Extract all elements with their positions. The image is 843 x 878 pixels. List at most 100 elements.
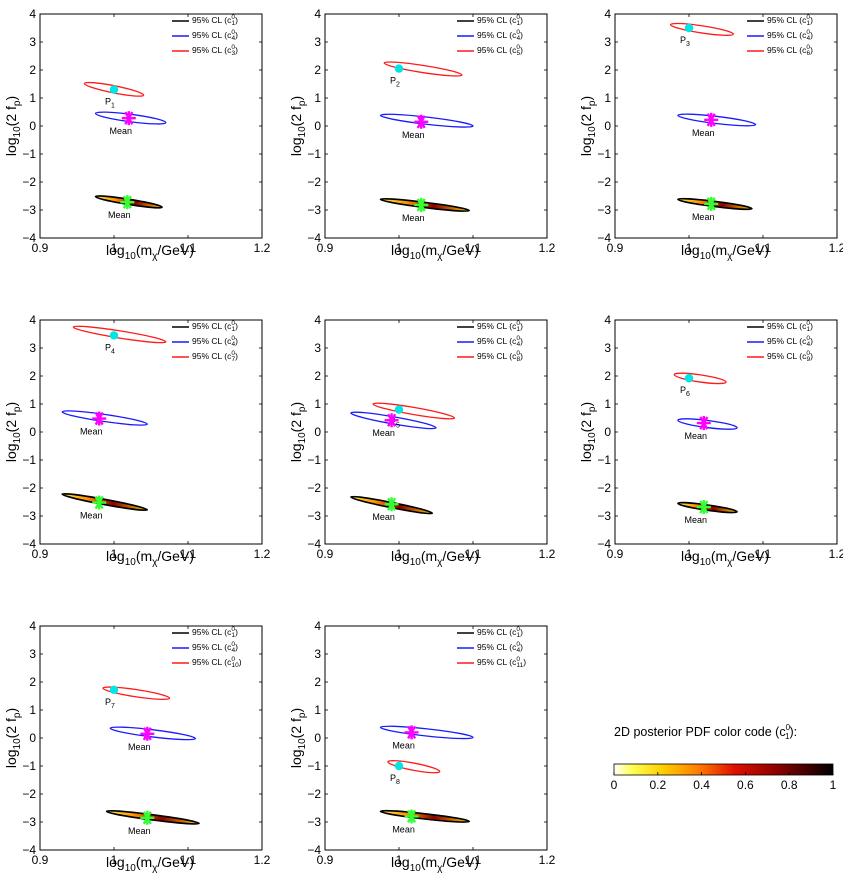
chart-panel: 0.9 1 1.1 1.2 −4 −3 −2 −1 0 1 2 3 4 log10(mχ/GeV) log1… [3,313,271,568]
y-tick-label: 3 [604,35,611,49]
chart-panel: 0.9 1 1.1 1.2 −4 −3 −2 −1 0 1 2 3 4 log10(mχ/GeV) log1… [3,7,271,262]
y-tick-label: −3 [597,203,611,217]
x-tick-label: 1.2 [539,547,556,561]
blue-cl-contour [109,726,197,741]
y-tick-label: −1 [22,147,36,161]
legend-entry: 95% CL (c0 1) [477,14,523,27]
y-tick-label: −3 [22,203,36,217]
plot-area [614,13,838,239]
mean-marker [384,497,399,512]
colorbar-tick-label: 0.8 [781,778,798,792]
y-tick-label: 3 [29,35,36,49]
y-tick-label: 0 [314,119,321,133]
x-tick-label: 0.9 [607,241,624,255]
mean-label: Mean [685,515,708,525]
y-axis-label: log10(2 fp) [288,708,308,768]
red-cl-contour [387,760,441,774]
y-tick-label: 1 [29,91,36,105]
x-tick-label: 1.1 [465,853,482,867]
colorbar-tick-label: 0.4 [693,778,710,792]
legend-entry: 95% CL (c0 4) [477,335,523,348]
y-tick-label: −3 [307,509,321,523]
chart-panel: 0.9 1 1.1 1.2 −4 −3 −2 −1 0 1 2 3 4 log10(mχ/GeV) log1… [3,619,271,874]
x-tick-label: 0.9 [317,853,334,867]
colorbar-tick-label: 0.6 [737,778,754,792]
x-tick-label: 1 [396,547,403,561]
mean-label: Mean [128,742,151,752]
x-tick-label: 0.9 [32,241,49,255]
y-tick-label: −2 [597,175,611,189]
x-tick-label: 1 [396,853,403,867]
x-tick-label: 1.2 [254,241,271,255]
y-axis-label: log10(2 fp) [288,402,308,462]
x-tick-label: 1.2 [829,547,843,561]
red-cl-contour [102,686,171,701]
legend-entry: 95% CL (c0 4) [767,335,813,348]
x-tick-label: 1 [111,853,118,867]
plot-area [324,13,548,239]
red-cl-contour [372,402,456,420]
mean-marker [140,726,155,741]
legend-entry: 95% CL (c0 1) [767,14,813,27]
y-tick-label: −1 [307,147,321,161]
x-tick-label: 1.1 [180,241,197,255]
x-tick-label: 1 [111,547,118,561]
y-tick-label: 4 [29,313,36,327]
x-tick-label: 1.1 [465,547,482,561]
x-tick-label: 1.2 [539,241,556,255]
y-tick-label: −3 [22,815,36,829]
x-tick-label: 1.1 [180,547,197,561]
x-tick-label: 1 [396,241,403,255]
chart-panel: 0.9 1 1.1 1.2 −4 −3 −2 −1 0 1 2 3 4 log10(mχ/GeV) log1… [578,313,843,568]
x-axis-label: log10(mχ/GeV) [681,548,769,568]
plot-area [324,319,548,545]
plot-area [614,319,838,545]
y-tick-label: 4 [604,313,611,327]
y-tick-label: −3 [307,815,321,829]
y-tick-label: −1 [22,759,36,773]
x-tick-label: 1 [686,547,693,561]
y-tick-label: −4 [597,537,611,551]
y-axis-label: log10(2 fp) [578,96,598,156]
y-tick-label: −3 [307,203,321,217]
y-tick-label: 1 [314,397,321,411]
benchmark-label: P6 [680,385,690,398]
y-tick-label: 2 [29,675,36,689]
y-tick-label: 2 [314,63,321,77]
y-tick-label: 4 [314,7,321,21]
y-tick-label: 0 [29,731,36,745]
chart-panel: 0.9 1 1.1 1.2 −4 −3 −2 −1 0 1 2 3 4 log10(mχ/GeV) log1… [578,7,843,262]
y-tick-label: 0 [314,731,321,745]
y-tick-label: 0 [314,425,321,439]
y-tick-label: −2 [307,481,321,495]
mean-marker [414,197,429,212]
y-tick-label: 2 [604,369,611,383]
y-tick-label: 0 [604,425,611,439]
y-tick-label: −1 [22,453,36,467]
red-cl-contour [669,22,735,36]
legend-entry: 95% CL (c0 4) [477,641,523,654]
blue-cl-contour [379,725,474,740]
legend-entry: 95% CL (c0 6) [767,44,813,57]
mean-label: Mean [402,213,425,223]
mean-marker [92,495,107,510]
y-tick-label: 2 [314,675,321,689]
blue-cl-contour [379,113,474,128]
benchmark-point [394,405,404,414]
mean-label: Mean [80,427,103,437]
legend-entry: 95% CL (c0 5) [477,44,523,57]
benchmark-label: P4 [105,342,115,355]
y-tick-label: 0 [29,119,36,133]
y-tick-label: 2 [29,369,36,383]
y-axis-label: log10(2 fp) [3,708,23,768]
benchmark-label: P1 [105,97,115,110]
y-tick-label: 4 [314,313,321,327]
blue-cl-contour [677,113,757,127]
legend-entry: 95% CL (c0 1) [192,320,238,333]
mean-label: Mean [110,126,133,136]
mean-label: Mean [108,210,131,220]
mean-marker [696,500,711,515]
y-tick-label: −4 [307,231,321,245]
mean-label: Mean [80,511,103,521]
y-axis-label: log10(2 fp) [3,402,23,462]
